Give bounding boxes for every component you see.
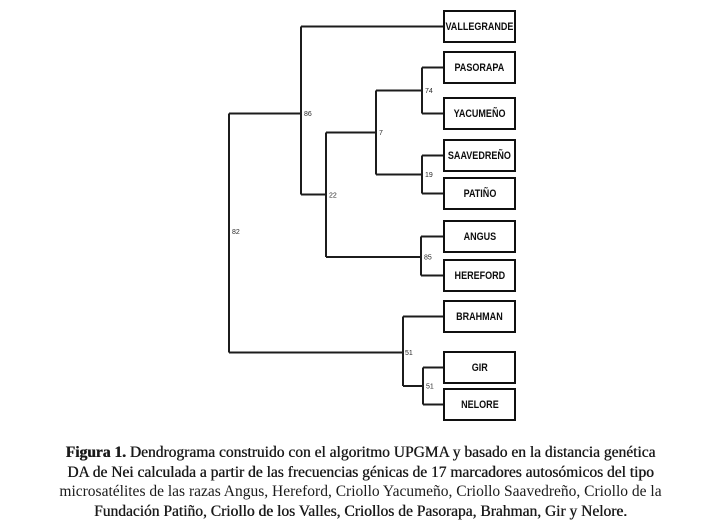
leaf-box-gir: GIR [443,351,516,384]
leaf-label: VALLEGRANDE [445,20,514,33]
caption-line: DA de Nei calculada a partir de las frec… [67,463,654,481]
figure-number: Figura 1. [65,444,126,461]
leaf-box-nelore: NELORE [443,388,516,421]
leaf-label: SAAVEDREÑO [448,149,511,162]
dendrogram-tree: 86 74 7 19 22 85 82 51 51 [228,25,443,406]
node-support-label: 85 [424,255,432,262]
node-support-label: 74 [425,88,433,95]
node-support-label: 22 [329,193,337,200]
node-support-label: 7 [379,130,383,137]
leaf-box-hereford: HEREFORD [443,259,516,292]
leaf-label: NELORE [460,398,499,411]
leaf-box-yacumeno: YACUMEÑO [443,97,516,130]
caption-text: Dendrograma construido con el algoritmo … [129,444,656,461]
node-support-label: 86 [304,111,312,118]
caption-line: Fundación Patiño, Criollo de los Valles,… [93,502,628,520]
leaf-label: BRAHMAN [456,310,503,323]
node-support-label: 51 [426,384,434,391]
leaf-label: GIR [471,361,488,374]
leaf-box-vallegrande: VALLEGRANDE [443,10,516,43]
leaf-label: HEREFORD [454,269,505,282]
caption-line: Figura 1. Dendrograma construido con el … [0,443,721,463]
node-support-label: 19 [425,172,433,179]
node-support-label: 51 [405,350,413,357]
leaf-box-angus: ANGUS [443,220,516,253]
leaf-box-pasorapa: PASORAPA [443,51,516,84]
leaf-label: YACUMEÑO [453,107,506,120]
leaf-box-saavedreno: SAAVEDREÑO [443,139,516,172]
leaf-label: PASORAPA [454,61,505,74]
figure-caption: Figura 1. Dendrograma construido con el … [0,443,721,521]
node-support-label: 82 [232,229,240,236]
leaf-label: PATIÑO [463,187,496,200]
leaf-box-brahman: BRAHMAN [443,300,516,333]
leaf-label: ANGUS [463,230,496,243]
caption-line: microsatélites de las razas Angus, Heref… [59,483,662,500]
leaf-box-patino: PATIÑO [443,177,516,210]
